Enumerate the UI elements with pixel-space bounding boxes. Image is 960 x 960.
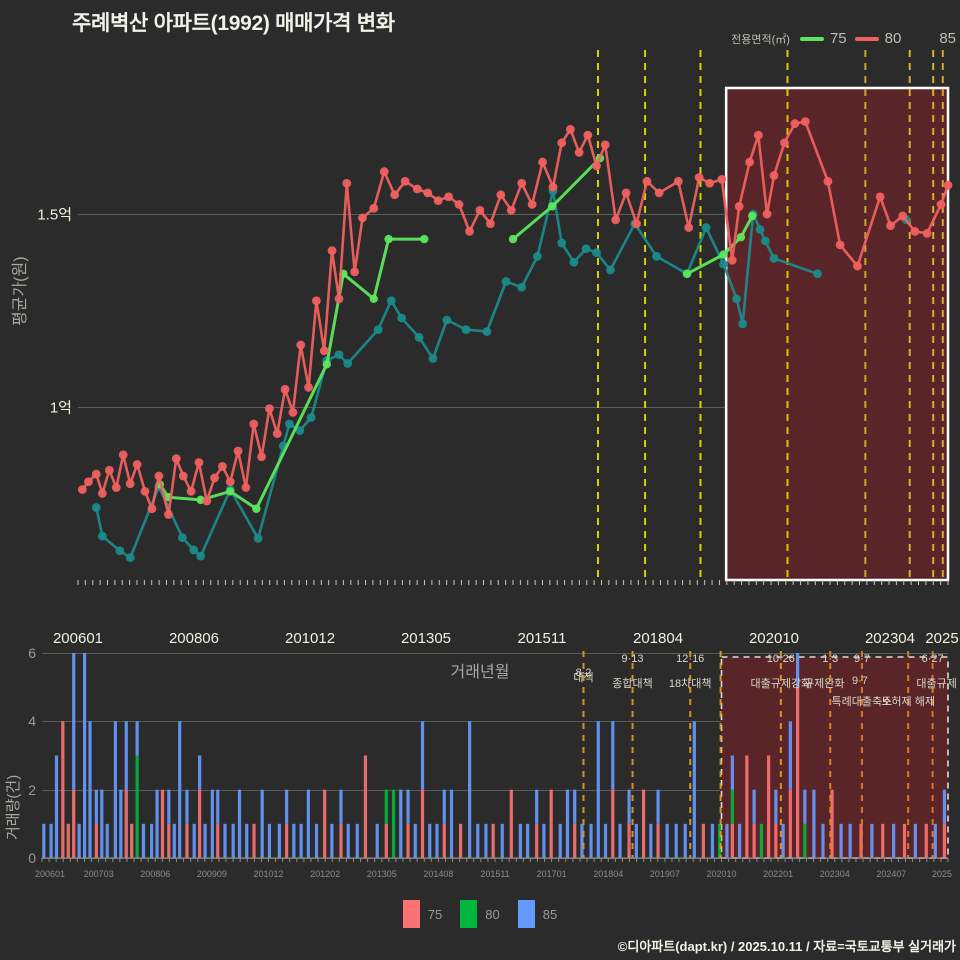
legend-item-85[interactable]: 85	[909, 30, 956, 47]
legend-swatch-80	[854, 36, 879, 41]
policy-date-label: 9·7	[853, 653, 870, 665]
footer-credit: ©디아파트(dapt.kr) / 2025.10.11 / 자료=국토교통부 실…	[617, 939, 956, 954]
volume-series-svg	[41, 651, 949, 862]
policy-name-label: 18차대책	[668, 678, 712, 690]
volume-xtick-label: 202201	[763, 869, 794, 879]
volume-gridline	[42, 721, 948, 723]
volume-xtick-label: 200909	[196, 869, 227, 879]
price-xtick-label: 201305	[400, 630, 452, 647]
volume-xtick-label: 201202	[310, 869, 341, 879]
price-gridline	[78, 406, 948, 408]
volume-xtick-label: 202407	[876, 869, 907, 879]
legend-label-80: 80	[884, 30, 902, 47]
price-xtick-label: 201804	[632, 630, 684, 647]
policy-name-label: 대출규제강화	[750, 678, 812, 690]
legend-swatch-85	[909, 37, 933, 41]
volume-xtick-label: 201511	[480, 869, 510, 879]
bar-legend-label-75: 75	[427, 906, 443, 922]
volume-xtick-label: 201804	[593, 869, 624, 879]
price-line-chart: 평균가(원) 거래년월 1.5억 1억 200601 200806 201012 201…	[0, 46, 960, 681]
volume-xtick-label: 202304	[819, 869, 850, 879]
legend-label-85: 85	[939, 30, 956, 47]
price-ytick-label: 1.5억	[37, 206, 72, 224]
volume-xtick-label: 201701	[536, 869, 567, 879]
volume-xtick-label: 201907	[649, 869, 680, 879]
policy-date-label: 9·13	[621, 653, 644, 665]
legend-title: 전용면적(㎡)	[731, 33, 790, 46]
price-plot-area: 1.5억 1억	[37, 60, 948, 580]
price-xtick-label: 202010	[748, 630, 800, 647]
price-xtick-label: 201511	[517, 630, 567, 647]
volume-ytick-label: 0	[28, 850, 36, 866]
policy-date-label: 8·2	[575, 667, 592, 679]
price-x-axis-title: 거래년월	[450, 664, 510, 681]
volume-xtick-label: 201408	[423, 869, 454, 879]
volume-ytick-label: 6	[28, 645, 36, 661]
bar-legend-swatch-75	[402, 900, 420, 928]
policy-date-label: 10·26	[766, 653, 795, 665]
policy-date-label: 9·7	[851, 675, 868, 687]
legend-item-75[interactable]: 75	[799, 30, 847, 47]
price-xtick-label: 200806	[168, 630, 219, 647]
policy-name-label: 규제완화	[803, 678, 845, 690]
bar-legend-label-80: 80	[485, 906, 500, 922]
volume-ytick-label: 2	[28, 781, 36, 798]
legend-swatch-75	[799, 36, 824, 41]
volume-chart-legend: 75 80 85	[0, 900, 960, 928]
price-gridline	[78, 214, 948, 216]
volume-xtick-label: 200601	[34, 869, 66, 879]
volume-xtick-label: 2025	[931, 869, 953, 879]
volume-xtick-label: 201012	[253, 869, 284, 879]
volume-ytick-label: 4	[28, 713, 36, 730]
page-title: 주례벽산 아파트(1992) 매매가격 변화	[72, 12, 395, 35]
price-xtick-label: 201012	[284, 630, 336, 647]
policy-name-label: 토허제 해제	[881, 696, 935, 708]
legend-item-80[interactable]: 80	[854, 30, 902, 47]
policy-name-label: 대출규제	[916, 678, 957, 690]
price-ytick-label: 1억	[49, 399, 72, 417]
policy-name-label: 특례대출축소	[831, 696, 893, 708]
policy-date-label: 12·16	[676, 653, 705, 665]
line-chart-legend: 전용면적(㎡) 75 80 85	[731, 30, 956, 47]
bar-legend-swatch-80	[460, 900, 478, 928]
policy-name-label: 종합대책	[612, 678, 653, 690]
bar-legend-item-80[interactable]: 80	[460, 900, 500, 928]
policy-name-label: 대책	[573, 672, 594, 684]
bar-legend-item-75[interactable]: 75	[402, 900, 443, 928]
price-xtick-label: 200601	[52, 630, 104, 647]
bar-legend-label-85: 85	[542, 906, 558, 922]
policy-date-label: 1·3	[822, 653, 839, 665]
volume-xtick-label: 202010	[706, 869, 737, 879]
volume-xtick-label: 200806	[140, 869, 171, 879]
volume-gridline	[42, 653, 948, 654]
bar-legend-item-85[interactable]: 85	[517, 900, 558, 928]
volume-xtick-label: 201305	[366, 869, 397, 879]
bar-legend-swatch-85	[517, 900, 535, 928]
volume-xtick-label: 200703	[83, 869, 114, 879]
price-series-svg	[77, 50, 953, 585]
policy-date-label: 6·27	[921, 653, 944, 665]
volume-gridline	[42, 789, 948, 791]
legend-label-75: 75	[829, 30, 847, 47]
price-xtick-label: 2025	[925, 630, 959, 647]
price-xtick-label: 202304	[864, 630, 915, 647]
